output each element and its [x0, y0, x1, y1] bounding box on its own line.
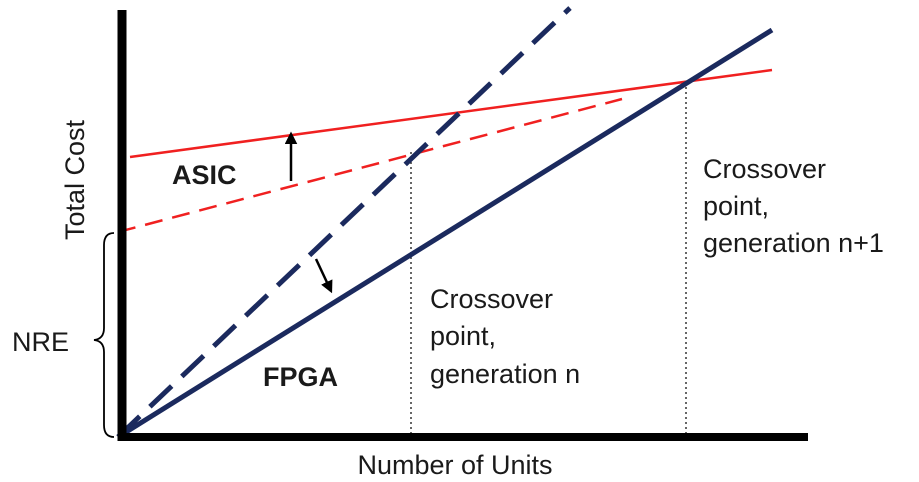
- nre-brace: [93, 232, 115, 438]
- crossover-label: generation n: [430, 359, 580, 389]
- crossover-label: Crossover: [703, 154, 826, 184]
- fpga-line: [116, 27, 774, 440]
- asic-dashed-line: [117, 97, 623, 234]
- asic-line: [129, 68, 773, 159]
- fpga-label: FPGA: [263, 362, 338, 392]
- crossover-label: Crossover: [430, 284, 553, 314]
- nre-label: NRE: [12, 327, 69, 357]
- arrow-down: [314, 258, 333, 294]
- crossover-label: point,: [703, 191, 769, 221]
- crossover-label: point,: [430, 321, 496, 351]
- y-axis-label: Total Cost: [60, 119, 90, 240]
- x-axis-label: Number of Units: [357, 450, 552, 480]
- crossover-label: generation n+1: [703, 228, 884, 258]
- fpga-dashed-line: [116, 6, 572, 439]
- asic-label: ASIC: [172, 160, 237, 190]
